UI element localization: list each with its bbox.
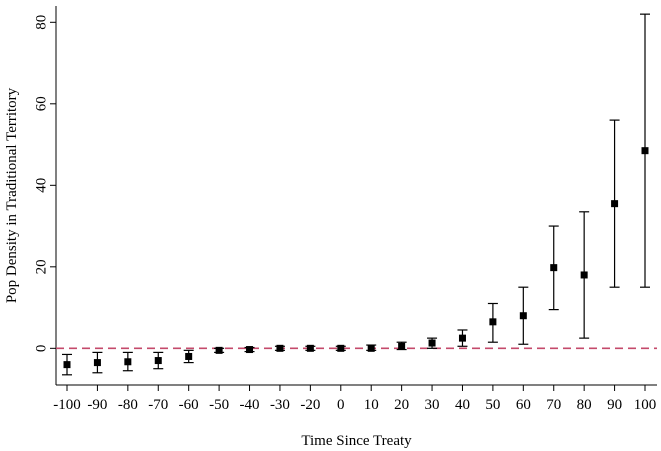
x-tick-label: 80 <box>577 397 592 413</box>
x-tick-label: -50 <box>209 397 229 413</box>
y-tick-label: 80 <box>33 15 49 30</box>
data-point <box>63 361 71 369</box>
data-point <box>580 271 588 279</box>
data-point <box>185 352 193 360</box>
x-tick-label: -60 <box>179 397 199 413</box>
x-tick-label: 0 <box>337 397 345 413</box>
data-point <box>124 358 132 366</box>
data-point <box>550 264 558 272</box>
x-tick-label: 30 <box>425 397 440 413</box>
axes: 0 20 40 60 80 -100 -90 -80 -70 -60 -50 -40 -30 -20 0 10… <box>33 6 657 413</box>
data-point <box>641 147 649 155</box>
data-point <box>276 344 284 352</box>
x-tick-label: 60 <box>516 397 531 413</box>
x-tick-label: 20 <box>394 397 409 413</box>
data-point <box>398 342 406 350</box>
data-point <box>458 334 466 342</box>
data-point <box>306 344 314 352</box>
x-tick-label: -80 <box>118 397 138 413</box>
y-tick-label: 60 <box>33 96 49 111</box>
x-tick-label: 50 <box>485 397 500 413</box>
data-point <box>489 318 497 326</box>
data-point <box>93 359 101 367</box>
x-tick-label: 10 <box>364 397 379 413</box>
x-tick-label: 40 <box>455 397 470 413</box>
data-point <box>154 357 162 365</box>
data-point <box>519 312 527 320</box>
data-point <box>246 346 254 354</box>
data-point <box>611 200 619 208</box>
x-tick-label: -100 <box>53 397 81 413</box>
y-axis-title: Pop Density in Traditional Territory <box>4 87 20 303</box>
x-axis-title: Time Since Treaty <box>301 433 412 449</box>
x-tick-label: -90 <box>87 397 107 413</box>
y-tick-label: 20 <box>33 259 49 274</box>
x-tick-label: -40 <box>240 397 260 413</box>
x-tick-label: 70 <box>546 397 561 413</box>
x-tick-label: -30 <box>270 397 290 413</box>
x-tick-label: 100 <box>634 397 657 413</box>
y-tick-label: 40 <box>33 178 49 193</box>
data-point <box>337 344 345 352</box>
x-tick-label: 90 <box>607 397 622 413</box>
data-point <box>215 346 223 354</box>
x-tick-label: -70 <box>148 397 168 413</box>
data-marks <box>62 13 650 376</box>
data-point <box>367 344 375 352</box>
x-tick-label: -20 <box>300 397 320 413</box>
data-point <box>428 339 436 347</box>
y-tick-label: 0 <box>33 345 49 353</box>
